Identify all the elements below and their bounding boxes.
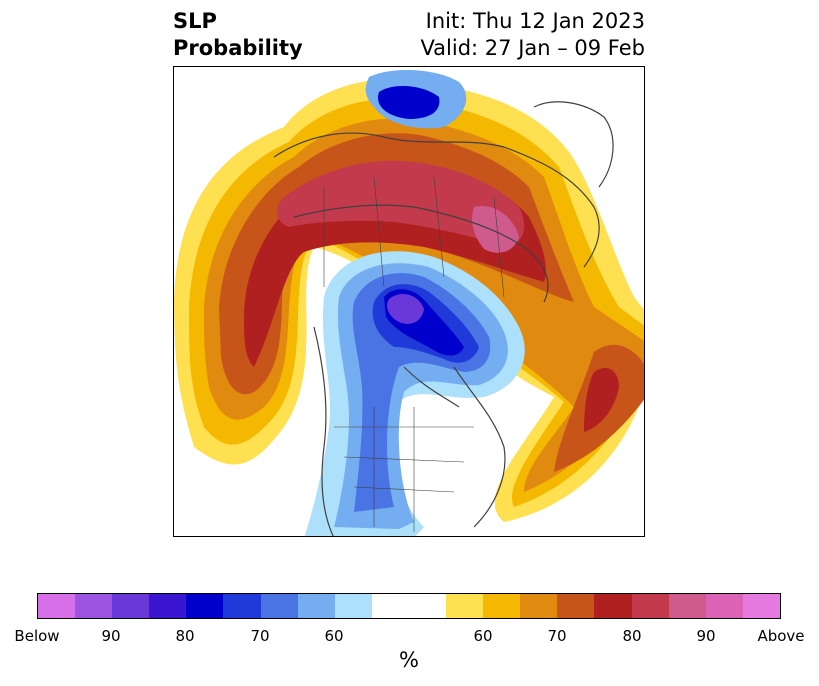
colorbar-tick-label: 80 bbox=[622, 627, 642, 645]
colorbar-tick-label: 60 bbox=[324, 627, 344, 645]
colorbar-swatch bbox=[371, 594, 447, 618]
init-date: Init: Thu 12 Jan 2023 bbox=[425, 9, 645, 33]
country-borders bbox=[323, 176, 505, 532]
plot-title-left: SLP Probability bbox=[173, 8, 303, 62]
colorbar-tick-label: 60 bbox=[473, 627, 493, 645]
probability-colorbar bbox=[37, 593, 781, 619]
colorbar-tick-label: 70 bbox=[250, 627, 270, 645]
below-85-region-arctic bbox=[387, 294, 424, 324]
colorbar-swatch bbox=[149, 594, 187, 618]
plot-title-right: Init: Thu 12 Jan 2023 Valid: 27 Jan – 09… bbox=[420, 8, 645, 62]
colorbar-unit-label: % bbox=[399, 648, 419, 672]
colorbar-tick-label: 80 bbox=[175, 627, 195, 645]
below-80-region-north bbox=[378, 85, 440, 119]
colorbar-swatch bbox=[38, 594, 76, 618]
colorbar-tick-label: Below bbox=[14, 627, 60, 645]
colorbar-swatch bbox=[557, 594, 595, 618]
above-85-region bbox=[277, 160, 525, 247]
colorbar-tick-label: Above bbox=[757, 627, 805, 645]
colorbar-swatch bbox=[75, 594, 113, 618]
probability-map bbox=[173, 66, 645, 537]
title-type: Probability bbox=[173, 36, 303, 60]
above-90-region bbox=[472, 206, 519, 253]
above-80-region bbox=[244, 166, 619, 432]
colorbar-tick-label: 90 bbox=[101, 627, 121, 645]
colorbar-swatch bbox=[631, 594, 669, 618]
colorbar-swatch bbox=[223, 594, 261, 618]
colorbar-swatch bbox=[668, 594, 706, 618]
colorbar-swatch bbox=[260, 594, 298, 618]
colorbar-swatch bbox=[705, 594, 743, 618]
title-variable: SLP bbox=[173, 9, 217, 33]
colorbar-swatch bbox=[186, 594, 224, 618]
colorbar-swatch bbox=[446, 594, 484, 618]
valid-range: Valid: 27 Jan – 09 Feb bbox=[420, 36, 645, 60]
colorbar-swatch bbox=[594, 594, 632, 618]
coastlines bbox=[273, 101, 614, 536]
colorbar-swatch bbox=[520, 594, 558, 618]
colorbar-tick-label: 90 bbox=[696, 627, 716, 645]
map-canvas bbox=[174, 70, 644, 536]
colorbar-swatch bbox=[742, 594, 780, 618]
colorbar-tick-label: 70 bbox=[547, 627, 567, 645]
colorbar-swatch bbox=[297, 594, 335, 618]
colorbar-swatch bbox=[483, 594, 521, 618]
colorbar-swatch bbox=[112, 594, 150, 618]
colorbar-swatch bbox=[334, 594, 372, 618]
